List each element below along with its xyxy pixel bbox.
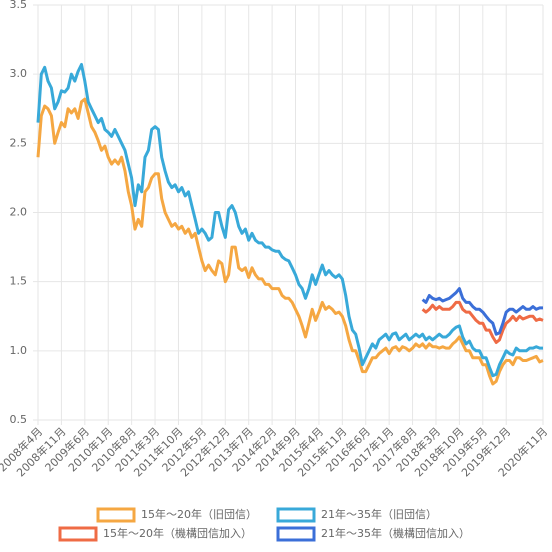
legend-label: 21年～35年（旧団信）: [321, 507, 437, 521]
y-tick-label: 2.0: [10, 206, 28, 219]
legend-swatch: [276, 526, 316, 542]
line-series: [36, 97, 544, 386]
y-tick-label: 1.5: [10, 275, 28, 288]
line-series: [421, 300, 544, 344]
legend-label: 21年～35年（機構団信加入）: [321, 526, 470, 540]
legend-label: 15年～20年（機構団信加入）: [103, 526, 252, 540]
legend-swatch: [276, 507, 316, 523]
legend-swatch: [58, 526, 98, 542]
line-series: [36, 63, 543, 378]
y-tick-label: 3.5: [10, 0, 28, 11]
y-tick-label: 2.5: [10, 136, 28, 149]
legend-label: 15年～20年（旧団信）: [141, 507, 257, 521]
y-tick-label: 0.5: [10, 413, 28, 426]
line-series: [421, 287, 543, 336]
legend-swatch: [96, 507, 136, 523]
y-tick-label: 3.0: [10, 67, 28, 80]
y-tick-label: 1.0: [10, 344, 28, 357]
